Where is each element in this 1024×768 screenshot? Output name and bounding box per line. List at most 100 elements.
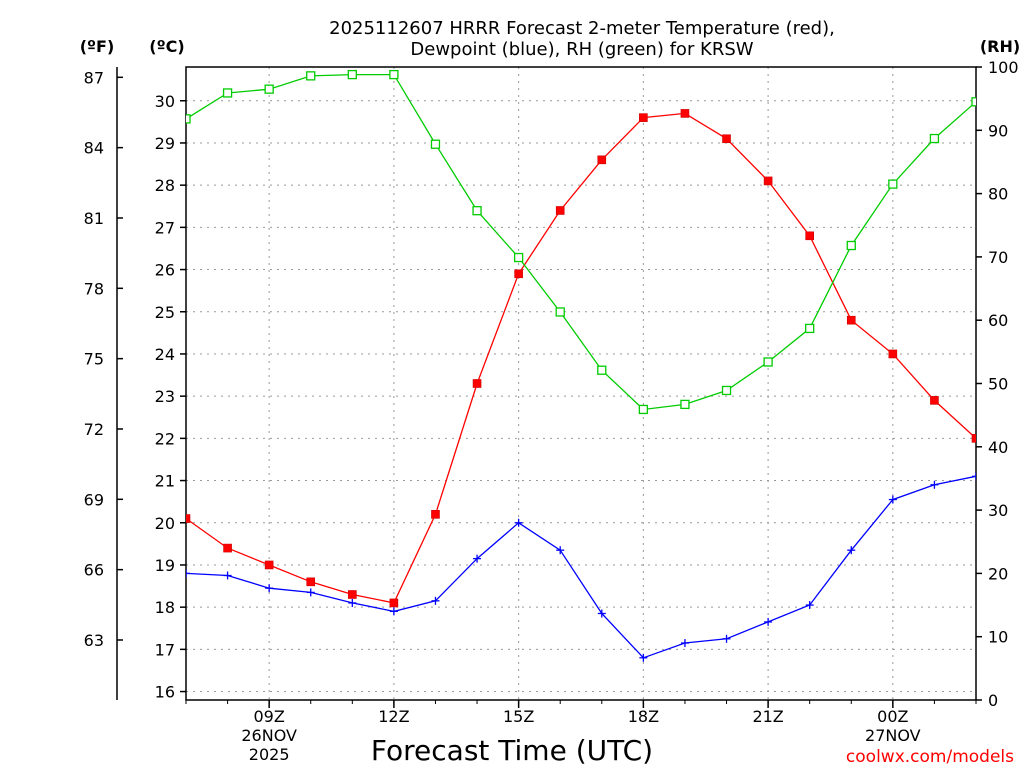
rh-tick-label: 30 [988, 501, 1008, 520]
x-tick-label: 12Z [378, 707, 409, 726]
x-year-label: 2025 [249, 745, 290, 764]
celsius-tick-label: 18 [155, 598, 175, 617]
fahrenheit-tick-label: 78 [84, 279, 104, 298]
dewpoint-point [805, 601, 814, 610]
temperature-point [431, 510, 440, 519]
celsius-tick-label: 21 [155, 472, 175, 491]
celsius-tick-label: 19 [155, 556, 175, 575]
rh-point [929, 133, 940, 144]
celsius-tick-label: 20 [155, 514, 175, 533]
fahrenheit-tick-label: 81 [84, 209, 104, 228]
temperature-point [348, 590, 357, 599]
rh-line [186, 73, 976, 411]
dewpoint-point [639, 653, 648, 662]
fahrenheit-tick-label: 87 [84, 68, 104, 87]
fahrenheit-tick-label: 84 [84, 139, 104, 158]
chart-title-line-1: 2025112607 HRRR Forecast 2-meter Tempera… [329, 18, 835, 39]
celsius-unit-label: (ºC) [149, 37, 184, 56]
dewpoint-point [722, 634, 731, 643]
temperature-point [264, 560, 274, 570]
temperature-point [930, 396, 939, 405]
temperature-point [639, 113, 648, 122]
celsius-tick-label: 29 [155, 134, 175, 153]
temperature-point [389, 598, 399, 608]
rh-tick-label: 100 [988, 58, 1019, 77]
temperature-point [722, 134, 731, 144]
rh-point [888, 179, 898, 189]
data-series [186, 69, 976, 662]
gridlines [186, 67, 976, 700]
rh-point [186, 114, 191, 124]
rh-point [680, 399, 690, 410]
source-credit: coolwx.com/models [846, 747, 1014, 767]
x-tick-label: 21Z [752, 707, 783, 726]
dewpoint-point [186, 569, 190, 578]
dewpoint-point [764, 617, 773, 626]
temperature-point [223, 543, 232, 553]
x-date-label: 26NOV [241, 726, 297, 745]
dewpoint-point [265, 584, 274, 593]
temperature-point [186, 514, 191, 523]
celsius-tick-label: 22 [155, 429, 175, 448]
temperature-line [186, 112, 976, 604]
rh-point [264, 84, 274, 94]
fahrenheit-tick-label: 75 [84, 350, 104, 369]
plot-frame [185, 66, 977, 701]
dewpoint-point [514, 518, 523, 527]
temperature-point [805, 231, 814, 241]
temperature-point [597, 155, 607, 165]
temperature-point [306, 577, 316, 587]
rh-tick-label: 10 [988, 628, 1008, 647]
dewpoint-point [597, 609, 606, 618]
series-temperature [186, 109, 976, 608]
celsius-tick-label: 17 [155, 640, 175, 659]
fahrenheit-tick-label: 69 [84, 490, 104, 509]
dewpoint-point [556, 546, 565, 555]
rh-point [763, 357, 773, 367]
rh-tick-label: 50 [988, 375, 1008, 394]
dewpoint-point [348, 598, 357, 607]
celsius-tick-label: 26 [155, 261, 175, 280]
temperature-point [555, 206, 565, 215]
temperature-point [888, 349, 898, 359]
dewpoint-point [306, 588, 315, 597]
x-date-label: 27NOV [865, 726, 921, 745]
temperature-point [472, 379, 482, 388]
dewpoint-line [186, 475, 976, 659]
fahrenheit-tick-label: 63 [84, 631, 104, 650]
dewpoint-point [431, 596, 440, 605]
x-tick-label: 15Z [503, 707, 534, 726]
rh-point [306, 71, 316, 81]
rh-point [389, 69, 399, 80]
series-dewpoint [186, 472, 976, 662]
rh-tick-label: 80 [988, 185, 1008, 204]
rh-point [971, 97, 976, 107]
dewpoint-point [473, 554, 482, 563]
x-tick-label: 18Z [628, 707, 659, 726]
dewpoint-point [888, 495, 897, 504]
rh-tick-label: 0 [988, 691, 998, 710]
rh-point [721, 385, 732, 396]
temperature-point [680, 109, 690, 118]
celsius-tick-label: 23 [155, 387, 175, 406]
series-rh [186, 69, 976, 415]
temperature-point [846, 315, 856, 325]
rh-point [430, 139, 441, 149]
chart-title-line-2: Dewpoint (blue), RH (green) for KRSW [410, 39, 753, 60]
dewpoint-point [680, 639, 689, 648]
axes: 63 66 69 72 75 78 81 84 87 16 17 18 19 20 21 22 23 24 25 26… [84, 58, 1019, 764]
x-tick-label: 00Z [877, 707, 908, 726]
rh-tick-label: 90 [988, 121, 1008, 140]
rh-point [472, 206, 482, 216]
rh-point [513, 252, 524, 263]
celsius-tick-label: 30 [155, 92, 175, 111]
rh-tick-label: 40 [988, 438, 1008, 457]
dewpoint-point [930, 480, 939, 489]
rh-point [597, 365, 607, 375]
dewpoint-point [223, 571, 232, 580]
rh-point [222, 88, 233, 98]
fahrenheit-tick-label: 72 [84, 420, 104, 439]
dewpoint-point [389, 607, 398, 616]
dewpoint-point [972, 472, 976, 481]
